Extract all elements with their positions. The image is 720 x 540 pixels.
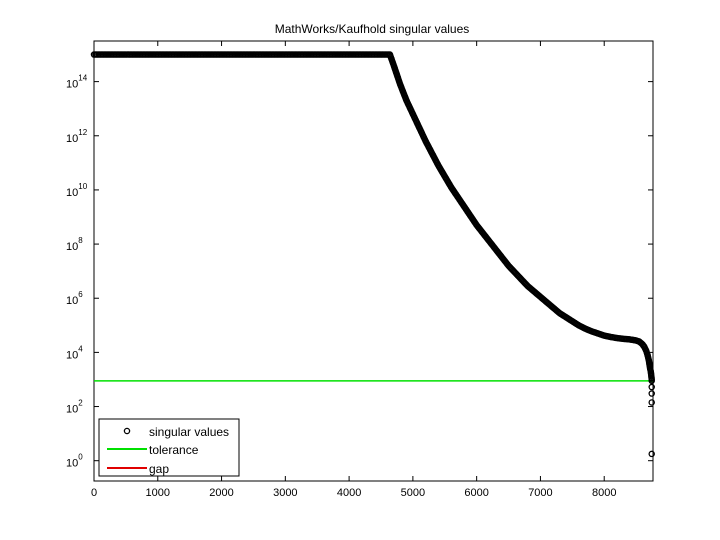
y-tick-label: 102 xyxy=(66,399,83,416)
x-axis-ticks: 0 1000 2000 3000 4000 5000 6000 7000 8000 xyxy=(91,41,616,499)
y-tick-label: 104 xyxy=(66,344,83,361)
y-tick-label: 1012 xyxy=(66,128,88,145)
axes-box xyxy=(93,40,654,482)
x-tick-label: 8000 xyxy=(592,487,616,499)
legend-label-singular-values: singular values xyxy=(149,425,229,439)
x-tick-label: 6000 xyxy=(464,487,488,499)
singular-value-point xyxy=(648,377,655,385)
x-tick-label: 1000 xyxy=(146,487,170,499)
legend-label-gap: gap xyxy=(149,462,169,476)
singular-value-point xyxy=(648,450,655,458)
x-tick-label: 3000 xyxy=(273,487,297,499)
y-tick-label: 1010 xyxy=(66,182,88,199)
x-tick-label: 5000 xyxy=(401,487,425,499)
singular-value-point xyxy=(648,390,655,397)
singular-value-point xyxy=(648,383,655,391)
legend: singular values tolerance gap xyxy=(98,418,240,477)
x-tick-label: 0 xyxy=(91,487,97,499)
x-tick-label: 4000 xyxy=(337,487,361,499)
y-axis-ticks: 100 102 104 106 108 1010 1012 1014 xyxy=(66,74,653,470)
singular-value-point xyxy=(648,399,655,406)
y-tick-label: 106 xyxy=(66,290,83,307)
y-tick-label: 1014 xyxy=(66,74,88,91)
x-tick-label: 2000 xyxy=(209,487,233,499)
legend-box xyxy=(98,418,240,477)
y-tick-label: 100 xyxy=(66,453,83,470)
series-markers xyxy=(90,51,655,458)
chart-title: MathWorks/Kaufhold singular values xyxy=(275,22,470,36)
y-tick-label: 108 xyxy=(66,236,83,253)
legend-label-tolerance: tolerance xyxy=(149,443,199,457)
legend-marker-singular-values xyxy=(123,427,131,435)
x-tick-label: 7000 xyxy=(528,487,552,499)
